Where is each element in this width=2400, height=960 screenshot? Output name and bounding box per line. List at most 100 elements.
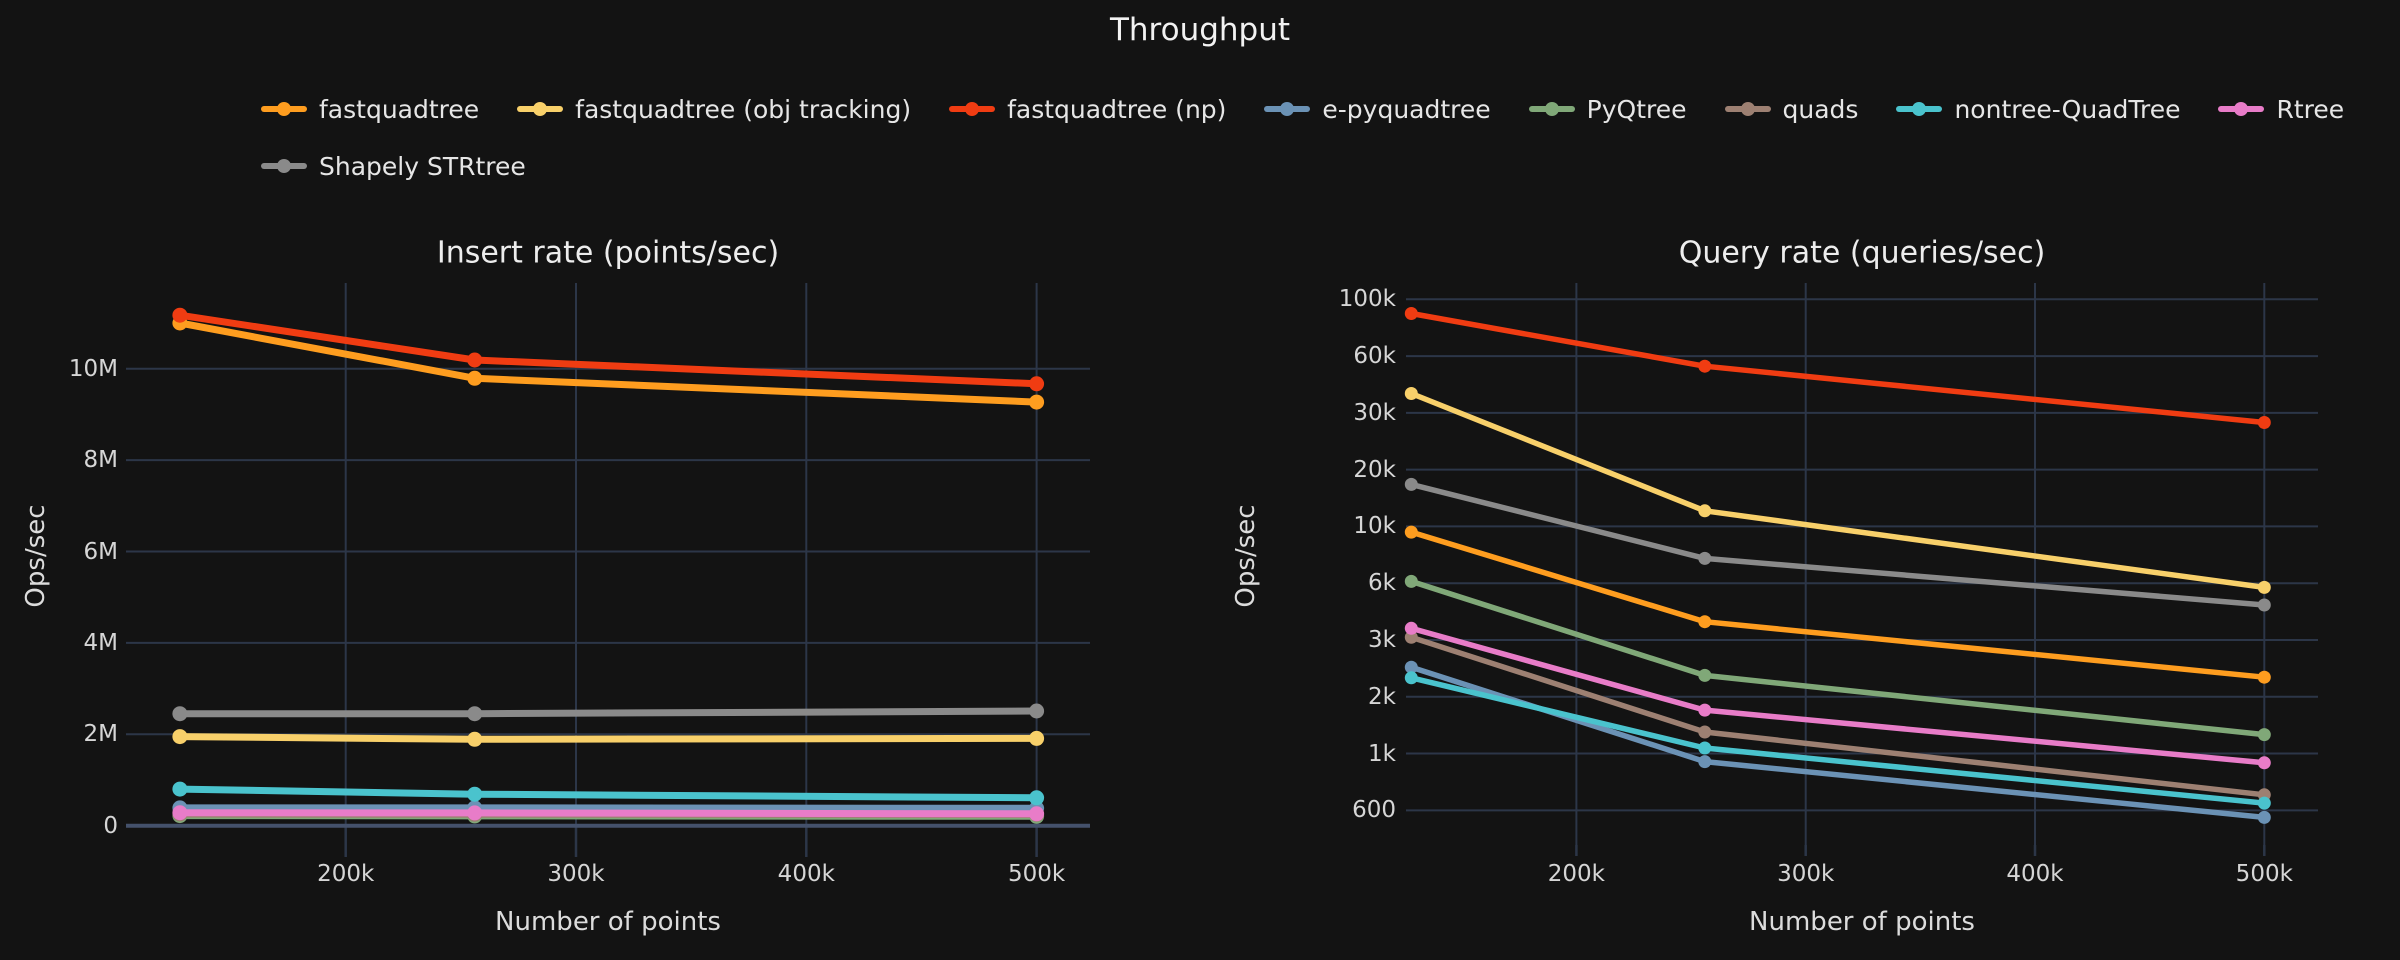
data-point-nontree-quadtree[interactable] — [2257, 796, 2271, 810]
data-point-fastquadtree[interactable] — [1029, 394, 1045, 410]
legend-line-marker-icon — [261, 151, 307, 181]
series-line-fastquadtree-obj-tracking-[interactable] — [176, 733, 1041, 743]
data-point-shapely-strtree[interactable] — [1404, 477, 1418, 491]
data-point-e-pyquadtree[interactable] — [1698, 755, 1712, 769]
legend-item-rtree[interactable]: Rtree — [2218, 94, 2344, 124]
legend-row: fastquadtree fastquadtree (obj tracking) f… — [261, 94, 2344, 124]
data-point-fastquadtree[interactable] — [1404, 525, 1418, 539]
data-point-fastquadtree-np-[interactable] — [2257, 416, 2271, 429]
series-line-pyqtree[interactable] — [1408, 578, 2268, 738]
data-point-fastquadtree-np-[interactable] — [467, 352, 483, 368]
y-tick-label-20k: 20k — [1353, 456, 1396, 483]
query-y-axis-title: Ops/sec — [1231, 504, 1261, 608]
data-point-quads[interactable] — [1698, 725, 1712, 739]
legend-line-marker-icon — [517, 94, 564, 124]
legend-item-fastquadtree-np-[interactable]: fastquadtree (np) — [949, 94, 1226, 124]
data-point-fastquadtree-obj-tracking-[interactable] — [1404, 387, 1418, 400]
data-point-e-pyquadtree[interactable] — [1404, 660, 1418, 674]
data-point-fastquadtree[interactable] — [467, 370, 483, 386]
legend-item-fastquadtree[interactable]: fastquadtree — [261, 94, 479, 124]
y-tick-label-2M: 2M — [83, 721, 118, 748]
legend-item-label: fastquadtree (obj tracking) — [575, 94, 912, 124]
data-point-nontree-quadtree[interactable] — [1029, 790, 1045, 806]
query-chart-title: Query rate (queries/sec) — [1678, 235, 2046, 271]
y-tick-label-10k: 10k — [1353, 513, 1396, 540]
series-line-nontree-quadtree[interactable] — [176, 785, 1041, 802]
data-point-fastquadtree-obj-tracking-[interactable] — [1698, 504, 1712, 518]
legend-item-quads[interactable]: quads — [1724, 94, 1859, 124]
data-point-rtree[interactable] — [1029, 806, 1045, 822]
legend-line-marker-icon — [1528, 94, 1575, 124]
series-line-fastquadtree-obj-tracking-[interactable] — [1408, 390, 2268, 591]
y-tick-label-60k: 60k — [1353, 343, 1396, 370]
data-point-pyqtree[interactable] — [1698, 668, 1712, 682]
y-tick-label-100k: 100k — [1338, 286, 1396, 313]
data-point-quads[interactable] — [1404, 630, 1418, 644]
legend-item-e-pyquadtree[interactable]: e-pyquadtree — [1264, 94, 1491, 124]
legend-item-label: fastquadtree — [319, 94, 480, 124]
data-point-nontree-quadtree[interactable] — [172, 781, 188, 797]
x-tick-label-300k: 300k — [1777, 861, 1835, 887]
data-point-shapely-strtree[interactable] — [172, 706, 188, 722]
series-line-rtree[interactable] — [1408, 625, 2268, 766]
legend-line-marker-icon — [949, 94, 996, 124]
data-point-shapely-strtree[interactable] — [467, 706, 483, 722]
series-line-shapely-strtree[interactable] — [1408, 481, 2268, 608]
legend-line-marker-icon — [1724, 94, 1771, 124]
legend-line-marker-icon — [2218, 94, 2265, 124]
data-point-fastquadtree[interactable] — [1698, 615, 1712, 629]
data-point-shapely-strtree[interactable] — [1029, 703, 1045, 719]
y-tick-label-30k: 30k — [1353, 399, 1396, 426]
data-point-rtree[interactable] — [172, 805, 188, 821]
legend-item-shapely-strtree[interactable]: Shapely STRtree — [261, 151, 526, 181]
legend-line-marker-icon — [261, 94, 307, 124]
y-tick-label-1k: 1k — [1368, 740, 1396, 767]
data-point-fastquadtree-np-[interactable] — [172, 307, 188, 323]
legend-item-pyqtree[interactable]: PyQtree — [1528, 94, 1687, 124]
data-point-fastquadtree-obj-tracking-[interactable] — [1029, 730, 1045, 746]
legend-item-label: quads — [1782, 94, 1859, 124]
legend-line-marker-icon — [1896, 94, 1943, 124]
data-point-fastquadtree-obj-tracking-[interactable] — [172, 729, 188, 745]
data-point-rtree[interactable] — [467, 805, 483, 821]
legend-item-nontree-quadtree[interactable]: nontree-QuadTree — [1896, 94, 2180, 124]
data-point-pyqtree[interactable] — [1404, 574, 1418, 588]
series-line-shapely-strtree[interactable] — [176, 707, 1041, 718]
data-point-fastquadtree[interactable] — [2257, 670, 2271, 684]
data-point-fastquadtree-obj-tracking-[interactable] — [467, 731, 483, 747]
series-line-fastquadtree-np-[interactable] — [1408, 310, 2268, 426]
data-point-nontree-quadtree[interactable] — [467, 786, 483, 802]
y-tick-label-2k: 2k — [1368, 683, 1396, 710]
y-tick-label-6M: 6M — [83, 538, 118, 565]
y-tick-label-10M: 10M — [68, 355, 118, 382]
legend-item-fastquadtree-obj-tracking-[interactable]: fastquadtree (obj tracking) — [517, 94, 911, 124]
data-point-pyqtree[interactable] — [2257, 728, 2271, 742]
y-tick-label-4M: 4M — [83, 629, 118, 656]
data-point-e-pyquadtree[interactable] — [2257, 810, 2271, 824]
series-line-rtree[interactable] — [176, 809, 1041, 818]
legend-item-label: PyQtree — [1586, 94, 1687, 124]
data-point-fastquadtree-np-[interactable] — [1404, 307, 1418, 320]
data-point-nontree-quadtree[interactable] — [1404, 671, 1418, 685]
y-tick-label-8M: 8M — [83, 447, 118, 474]
legend: fastquadtree fastquadtree (obj tracking) f… — [261, 94, 2344, 181]
series-line-quads[interactable] — [1408, 634, 2268, 798]
legend-item-label: nontree-QuadTree — [1954, 94, 2181, 124]
data-point-fastquadtree-obj-tracking-[interactable] — [2257, 580, 2271, 594]
x-tick-label-200k: 200k — [317, 861, 375, 887]
data-point-fastquadtree-np-[interactable] — [1698, 359, 1712, 373]
legend-item-label: Shapely STRtree — [319, 151, 526, 181]
data-point-rtree[interactable] — [1404, 621, 1418, 635]
y-tick-label-6k: 6k — [1368, 570, 1396, 597]
data-point-nontree-quadtree[interactable] — [1698, 741, 1712, 755]
data-point-fastquadtree-np-[interactable] — [1029, 376, 1045, 392]
y-tick-label-600: 600 — [1352, 797, 1396, 824]
data-point-rtree[interactable] — [2257, 756, 2271, 770]
data-point-shapely-strtree[interactable] — [2257, 598, 2271, 612]
x-tick-label-200k: 200k — [1547, 861, 1606, 887]
series-line-fastquadtree[interactable] — [1408, 529, 2268, 680]
data-point-rtree[interactable] — [1698, 703, 1712, 717]
insert-x-axis-title: Number of points — [495, 907, 721, 937]
data-point-shapely-strtree[interactable] — [1698, 551, 1712, 565]
